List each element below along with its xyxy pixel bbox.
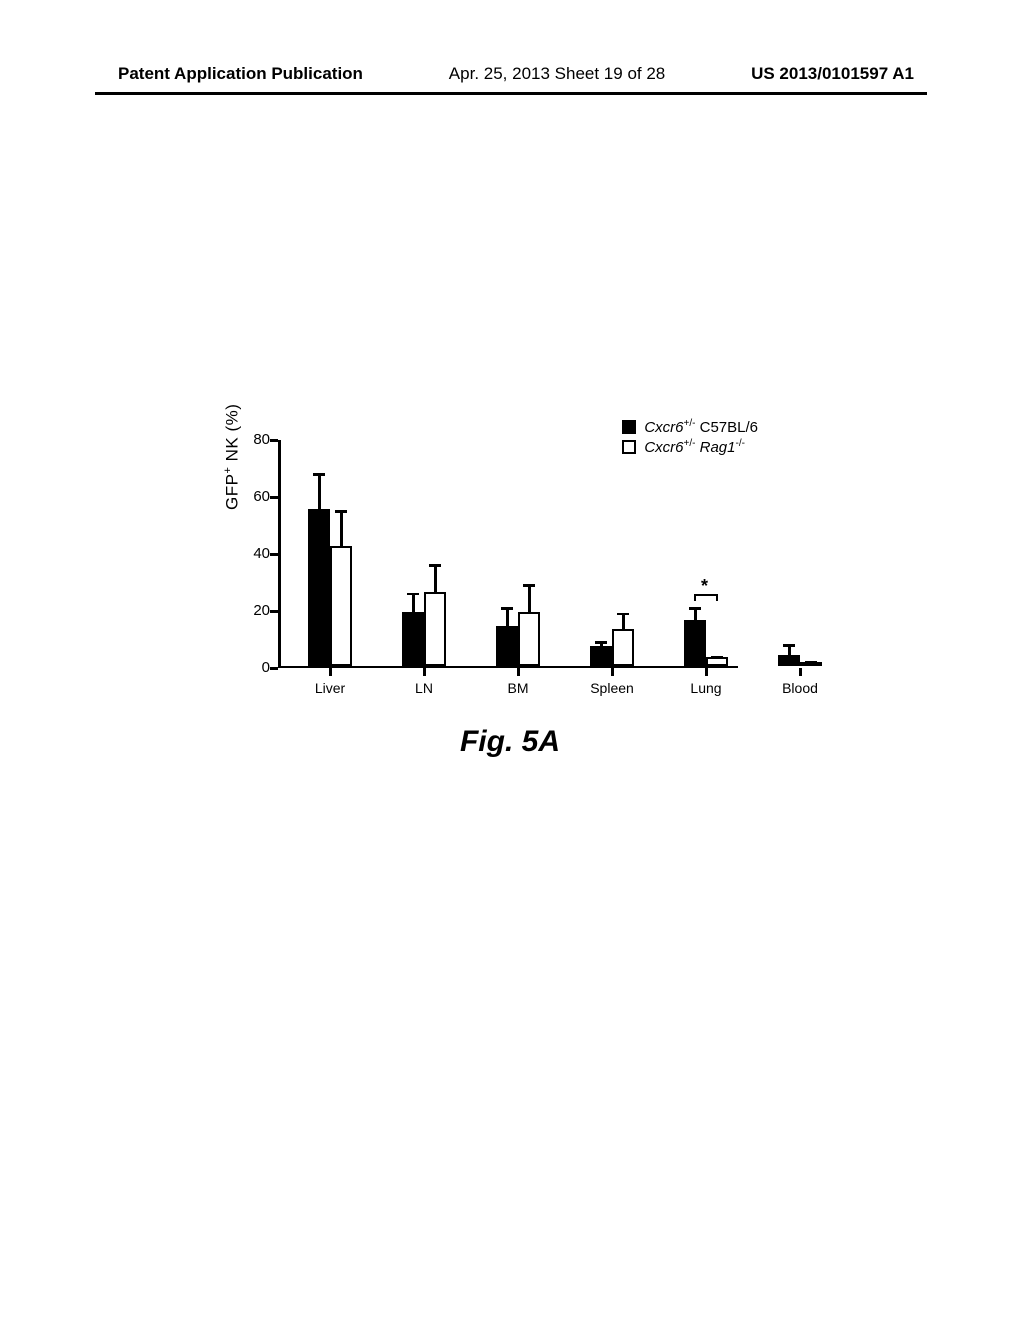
- legend-label-rag: Cxcr6+/- Rag1-/-: [644, 438, 745, 456]
- error-stem: [412, 594, 415, 614]
- error-cap: [783, 644, 795, 647]
- legend-swatch-open: [622, 440, 636, 454]
- x-tick: [611, 668, 614, 676]
- x-category-label: Liver: [300, 680, 360, 696]
- error-cap: [689, 607, 701, 610]
- legend-label-c57: Cxcr6+/- C57BL/6: [644, 418, 758, 436]
- legend: Cxcr6+/- C57BL/6 Cxcr6+/- Rag1-/-: [622, 418, 758, 458]
- header-right: US 2013/0101597 A1: [751, 64, 914, 84]
- error-cap: [407, 593, 419, 596]
- error-cap: [501, 607, 513, 610]
- bar-rag: [330, 546, 352, 666]
- y-tick-label: 20: [240, 603, 270, 618]
- sig-bracket: [716, 594, 718, 601]
- error-stem: [506, 608, 509, 628]
- y-axis: [278, 440, 281, 668]
- error-cap: [595, 641, 607, 644]
- page-header: Patent Application Publication Apr. 25, …: [0, 64, 1024, 84]
- sig-asterisk: *: [701, 576, 708, 597]
- chart-plot-area: Cxcr6+/- C57BL/6 Cxcr6+/- Rag1-/- * 0204…: [278, 440, 738, 668]
- x-tick: [329, 668, 332, 676]
- error-cap: [429, 564, 441, 567]
- x-tick: [799, 668, 802, 676]
- y-tick: [270, 667, 278, 670]
- bar-c57: [590, 646, 612, 666]
- error-cap: [617, 613, 629, 616]
- error-stem: [694, 608, 697, 622]
- error-cap: [711, 656, 723, 659]
- y-tick: [270, 553, 278, 556]
- x-category-label: Lung: [676, 680, 736, 696]
- bar-c57: [308, 509, 330, 666]
- bar-rag: [612, 629, 634, 666]
- y-tick-label: 40: [240, 546, 270, 561]
- error-stem: [340, 511, 343, 548]
- error-cap: [313, 473, 325, 476]
- bar-rag: [424, 592, 446, 666]
- header-left: Patent Application Publication: [118, 64, 363, 84]
- sig-bracket: [694, 594, 696, 601]
- error-cap: [335, 510, 347, 513]
- error-cap: [523, 584, 535, 587]
- x-tick: [423, 668, 426, 676]
- y-tick-label: 60: [240, 489, 270, 504]
- error-cap: [805, 661, 817, 664]
- legend-swatch-filled: [622, 420, 636, 434]
- header-center: Apr. 25, 2013 Sheet 19 of 28: [449, 64, 665, 84]
- error-stem: [528, 585, 531, 614]
- x-category-label: LN: [394, 680, 454, 696]
- y-tick-label: 0: [240, 660, 270, 675]
- legend-item-c57: Cxcr6+/- C57BL/6: [622, 418, 758, 436]
- y-tick: [270, 610, 278, 613]
- header-divider: [95, 92, 927, 95]
- y-tick: [270, 496, 278, 499]
- error-stem: [622, 614, 625, 631]
- legend-item-rag: Cxcr6+/- Rag1-/-: [622, 438, 758, 456]
- x-tick: [705, 668, 708, 676]
- y-tick-label: 80: [240, 432, 270, 447]
- figure-5a: GFP+ NK (%) Cxcr6+/- C57BL/6 Cxcr6+/- Ra…: [230, 440, 790, 780]
- bar-c57: [496, 626, 518, 666]
- x-tick: [517, 668, 520, 676]
- error-stem: [434, 565, 437, 594]
- bar-rag: [518, 612, 540, 666]
- x-category-label: Spleen: [582, 680, 642, 696]
- bar-c57: [402, 612, 424, 666]
- x-category-label: Blood: [770, 680, 830, 696]
- x-category-label: BM: [488, 680, 548, 696]
- y-tick: [270, 439, 278, 442]
- error-stem: [788, 645, 791, 656]
- error-stem: [318, 474, 321, 511]
- figure-caption: Fig. 5A: [230, 725, 790, 759]
- bar-c57: [684, 620, 706, 666]
